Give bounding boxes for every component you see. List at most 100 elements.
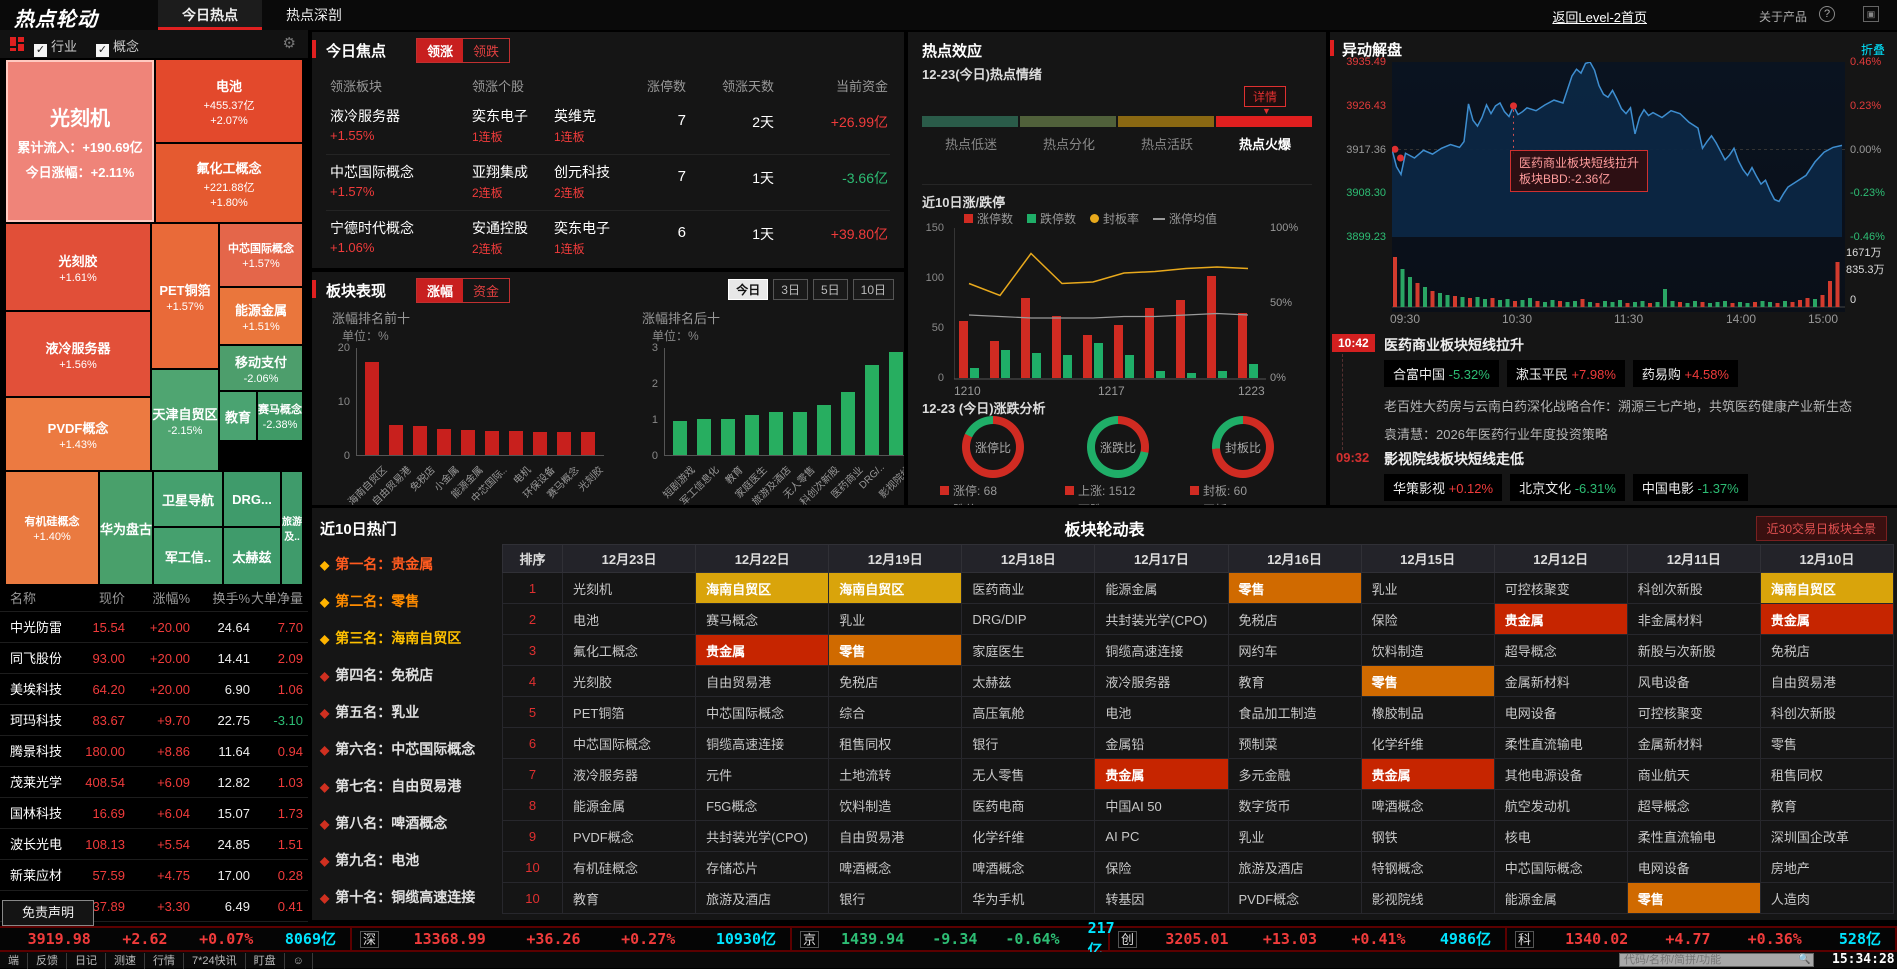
rotation-cell[interactable]: 共封装光学(CPO) bbox=[1094, 603, 1229, 635]
rotation-cell[interactable]: 存储芯片 bbox=[695, 851, 830, 883]
bar[interactable] bbox=[485, 431, 499, 455]
heatmap-tile[interactable]: PVDF概念 +1.43% bbox=[6, 398, 150, 470]
rotation-cell[interactable]: 旅游及酒店 bbox=[1227, 851, 1362, 883]
back-to-level2-link[interactable]: 返回Level-2首页 bbox=[1552, 10, 1647, 25]
rotation-cell[interactable]: 可控核聚变 bbox=[1626, 696, 1761, 728]
rotation-cell[interactable]: 自由贸易港 bbox=[828, 820, 963, 852]
rotation-cell[interactable]: 转基因 bbox=[1094, 882, 1229, 914]
heatmap-tile[interactable]: 军工信.. bbox=[154, 528, 222, 584]
rotation-col-header[interactable]: 排序 bbox=[501, 544, 564, 573]
rotation-cell[interactable]: 商业航天 bbox=[1626, 758, 1761, 790]
window-icon[interactable]: ▣ bbox=[1863, 6, 1879, 22]
concept-checkbox[interactable]: ✓ 概念 bbox=[96, 39, 140, 57]
rotation-cell[interactable]: 中芯国际概念 bbox=[562, 727, 697, 759]
taskbar-tab[interactable]: 行情 bbox=[144, 953, 184, 969]
stock-chip[interactable]: 药易购 +4.58% bbox=[1632, 360, 1738, 387]
period-button[interactable]: 3日 bbox=[773, 279, 808, 300]
bar[interactable] bbox=[817, 405, 831, 455]
full-view-button[interactable]: 近30交易日板块全景 bbox=[1755, 516, 1887, 541]
rotation-cell[interactable]: 电网设备 bbox=[1493, 696, 1628, 728]
bar[interactable] bbox=[413, 426, 427, 455]
heatmap-tile[interactable]: 旅游及.. bbox=[282, 472, 302, 584]
rotation-cell[interactable]: 深圳国企改革 bbox=[1759, 820, 1895, 852]
search-input[interactable] bbox=[1619, 953, 1814, 967]
stock-row[interactable]: 国林科技 16.69 +6.04 15.07 1.73 bbox=[0, 798, 308, 829]
rotation-cell[interactable]: 土地流转 bbox=[828, 758, 963, 790]
help-icon[interactable]: ? bbox=[1819, 6, 1835, 22]
rotation-cell[interactable]: 化学纤维 bbox=[1360, 727, 1495, 759]
heatmap-tile[interactable]: 华为盘古 bbox=[100, 472, 152, 584]
collapse-link[interactable]: 折叠 bbox=[1860, 43, 1885, 57]
focus-row[interactable]: 宁德时代概念 +1.06% 安通控股 2连板 奕东电子 1连板 6 1天 +39.80亿 bbox=[312, 210, 904, 266]
bar[interactable] bbox=[865, 365, 879, 455]
rotation-cell[interactable]: 电网设备 bbox=[1626, 851, 1761, 883]
rotation-cell[interactable]: 人造肉 bbox=[1759, 882, 1895, 914]
bar[interactable] bbox=[769, 412, 783, 455]
rotation-cell[interactable]: 多元金融 bbox=[1227, 758, 1362, 790]
rotation-cell[interactable]: 乳业 bbox=[1360, 572, 1495, 604]
rotation-cell[interactable]: 能源金属 bbox=[1493, 882, 1628, 914]
rotation-cell[interactable]: 液冷服务器 bbox=[562, 758, 697, 790]
rotation-cell[interactable]: 电池 bbox=[562, 603, 697, 635]
bar[interactable] bbox=[533, 432, 547, 455]
rotation-cell[interactable]: 光刻机 bbox=[562, 572, 697, 604]
rotation-cell[interactable]: 教育 bbox=[1227, 665, 1362, 697]
rotation-cell[interactable]: 租售同权 bbox=[1759, 758, 1895, 790]
taskbar-tab[interactable]: 测速 bbox=[105, 953, 145, 969]
bar[interactable] bbox=[509, 431, 523, 455]
tab-fund[interactable]: 资金 bbox=[473, 284, 500, 299]
rotation-col-header[interactable]: 12月16日 bbox=[1227, 544, 1362, 573]
heatmap-tile[interactable]: DRG... bbox=[224, 472, 280, 526]
rotation-cell[interactable]: 柔性直流输电 bbox=[1626, 820, 1761, 852]
rotation-cell[interactable]: 赛马概念 bbox=[695, 603, 830, 635]
heatmap-tile[interactable]: 卫星导航 bbox=[154, 472, 222, 526]
taskbar-tab[interactable]: 7*24快讯 bbox=[183, 953, 246, 969]
heatmap-tile[interactable]: 氟化工概念 +221.88亿 +1.80% bbox=[156, 144, 302, 222]
rotation-cell[interactable]: 贵金属 bbox=[1759, 603, 1895, 635]
rotation-cell[interactable]: 零售 bbox=[1227, 572, 1362, 604]
rotation-cell[interactable]: 家庭医生 bbox=[961, 634, 1096, 666]
taskbar-tab[interactable]: 盯盘 bbox=[244, 953, 285, 969]
rotation-cell[interactable]: 预制菜 bbox=[1227, 727, 1362, 759]
stock-row[interactable]: 同飞股份 93.00 +20.00 14.41 2.09 bbox=[0, 643, 308, 674]
focus-row[interactable]: 液冷服务器 +1.55% 奕东电子 1连板 英维克 1连板 7 2天 +26.99亿 bbox=[312, 98, 904, 154]
rotation-cell[interactable]: 贵金属 bbox=[1360, 758, 1495, 790]
rotation-cell[interactable]: PVDF概念 bbox=[1227, 882, 1362, 914]
rotation-cell[interactable]: 啤酒概念 bbox=[1360, 789, 1495, 821]
rotation-cell[interactable]: 金属新材料 bbox=[1626, 727, 1761, 759]
about-product-label[interactable]: 关于产品 bbox=[1758, 10, 1807, 24]
rotation-cell[interactable]: 饮料制造 bbox=[828, 789, 963, 821]
heatmap-tile[interactable]: 有机硅概念 +1.40% bbox=[6, 472, 98, 584]
tab-hotspot-deep[interactable]: 热点深剖 bbox=[286, 7, 342, 23]
stock-row[interactable]: 珂玛科技 83.67 +9.70 22.75 -3.10 bbox=[0, 705, 308, 736]
rotation-cell[interactable]: 教育 bbox=[1759, 789, 1895, 821]
rotation-cell[interactable]: AI PC bbox=[1094, 820, 1229, 852]
stock-chip[interactable]: 北京文化 -6.31% bbox=[1510, 474, 1625, 501]
bar[interactable] bbox=[697, 419, 711, 455]
period-button[interactable]: 10日 bbox=[852, 279, 894, 300]
rotation-col-header[interactable]: 12月15日 bbox=[1360, 544, 1495, 573]
taskbar-tab[interactable]: 反馈 bbox=[27, 953, 67, 969]
rotation-cell[interactable]: PET铜箔 bbox=[562, 696, 697, 728]
rotation-col-header[interactable]: 12月17日 bbox=[1094, 544, 1229, 573]
rotation-cell[interactable]: 橡胶制品 bbox=[1360, 696, 1495, 728]
rotation-cell[interactable]: 铜缆高速连接 bbox=[695, 727, 830, 759]
rotation-cell[interactable]: 科创次新股 bbox=[1626, 572, 1761, 604]
news-line[interactable]: 老百姓大药房与云南白药深化战略合作：溯源三七产地，共筑医药健康产业新生态 bbox=[1384, 399, 1853, 414]
stock-chip[interactable]: 华策影视 +0.12% bbox=[1384, 474, 1503, 501]
rotation-cell[interactable]: 可控核聚变 bbox=[1493, 572, 1628, 604]
rotation-cell[interactable]: 核电 bbox=[1493, 820, 1628, 852]
stock-row[interactable]: 137.89 +3.30 6.49 0.41 bbox=[0, 891, 308, 922]
rotation-cell[interactable]: 房地产 bbox=[1759, 851, 1895, 883]
rotation-cell[interactable]: 乳业 bbox=[828, 603, 963, 635]
heatmap-tile[interactable]: 教育 bbox=[220, 392, 256, 440]
rotation-cell[interactable]: 无人零售 bbox=[961, 758, 1096, 790]
rotation-cell[interactable]: 科创次新股 bbox=[1759, 696, 1895, 728]
focus-row[interactable]: 中芯国际概念 +1.57% 亚翔集成 2连板 创元科技 2连板 7 1天 -3.66亿 bbox=[312, 154, 904, 210]
bar[interactable] bbox=[673, 421, 687, 455]
rotation-cell[interactable]: 啤酒概念 bbox=[828, 851, 963, 883]
rotation-cell[interactable]: 贵金属 bbox=[695, 634, 830, 666]
rotation-cell[interactable]: 非金属材料 bbox=[1626, 603, 1761, 635]
rotation-cell[interactable]: 能源金属 bbox=[1094, 572, 1229, 604]
gear-icon[interactable]: ⚙ bbox=[282, 35, 296, 52]
